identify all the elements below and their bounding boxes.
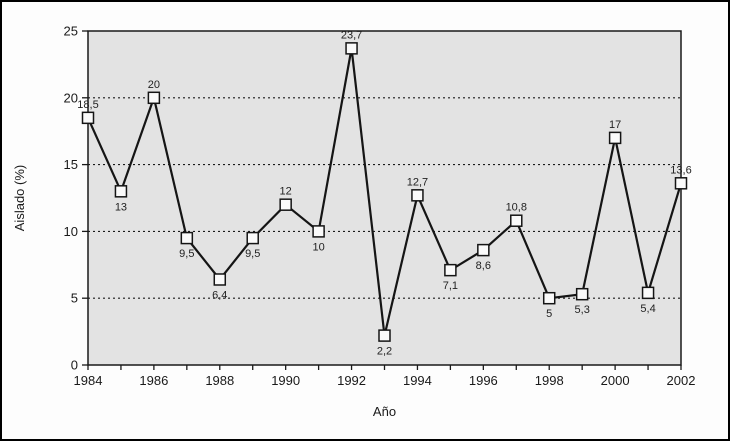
data-point-label: 8,6 — [476, 260, 491, 272]
data-point-marker — [180, 231, 194, 245]
data-point-marker — [312, 225, 325, 238]
data-point-label: 10,8 — [506, 202, 527, 214]
data-point-marker — [345, 42, 358, 55]
data-point-marker — [246, 231, 259, 245]
data-point-marker — [608, 131, 622, 145]
x-tick-label: 1990 — [271, 373, 300, 388]
x-tick-label: 1998 — [535, 373, 564, 388]
x-axis-title: Año — [372, 404, 397, 419]
x-tick-label: 1988 — [205, 373, 234, 388]
data-point-marker — [641, 286, 655, 300]
data-point-label: 9,5 — [179, 248, 194, 260]
y-tick-label: 10 — [64, 224, 78, 239]
data-point-marker — [378, 329, 391, 342]
x-tick-label: 1996 — [469, 373, 498, 388]
data-point-marker — [147, 91, 161, 105]
data-point-label: 5 — [546, 308, 552, 320]
y-axis-title: Aislado (%) — [12, 164, 27, 232]
x-tick-label: 1984 — [74, 373, 103, 388]
data-point-label: 5,4 — [640, 303, 655, 315]
data-point-marker — [477, 243, 490, 257]
x-tick-label: 1992 — [337, 373, 366, 388]
y-tick-label: 20 — [64, 90, 78, 105]
x-tick-label: 1994 — [403, 373, 432, 388]
data-point-marker — [114, 185, 128, 198]
data-point-marker — [279, 198, 292, 211]
plot-area — [87, 30, 682, 366]
data-point-label: 18,5 — [77, 99, 98, 111]
data-point-label: 23,7 — [341, 29, 362, 41]
data-point-label: 12,7 — [407, 176, 428, 188]
data-point-label: 12 — [280, 186, 292, 198]
data-point-label: 13,6 — [670, 164, 691, 176]
data-point-label: 9,5 — [245, 248, 260, 260]
data-point-label: 2,2 — [377, 346, 392, 358]
data-point-marker — [510, 214, 523, 227]
data-point-label: 5,3 — [575, 304, 590, 316]
data-point-marker — [411, 189, 424, 202]
data-point-label: 17 — [609, 119, 621, 131]
data-point-label: 10 — [312, 241, 324, 253]
data-point-marker — [81, 111, 95, 125]
data-point-marker — [542, 291, 556, 305]
data-point-marker — [575, 287, 589, 301]
data-point-marker — [444, 263, 457, 277]
data-point-label: 6,4 — [212, 289, 227, 301]
y-tick-label: 15 — [64, 157, 78, 172]
data-point-label: 20 — [148, 79, 160, 91]
data-point-marker — [674, 177, 688, 190]
x-tick-label: 2002 — [667, 373, 696, 388]
y-tick-label: 25 — [64, 24, 78, 39]
y-tick-label: 5 — [71, 291, 78, 306]
y-tick-label: 0 — [71, 358, 78, 373]
data-point-marker — [213, 273, 227, 286]
x-tick-label: 2000 — [601, 373, 630, 388]
x-tick-label: 1986 — [139, 373, 168, 388]
data-point-label: 7,1 — [443, 280, 458, 292]
data-point-label: 13 — [115, 201, 127, 213]
